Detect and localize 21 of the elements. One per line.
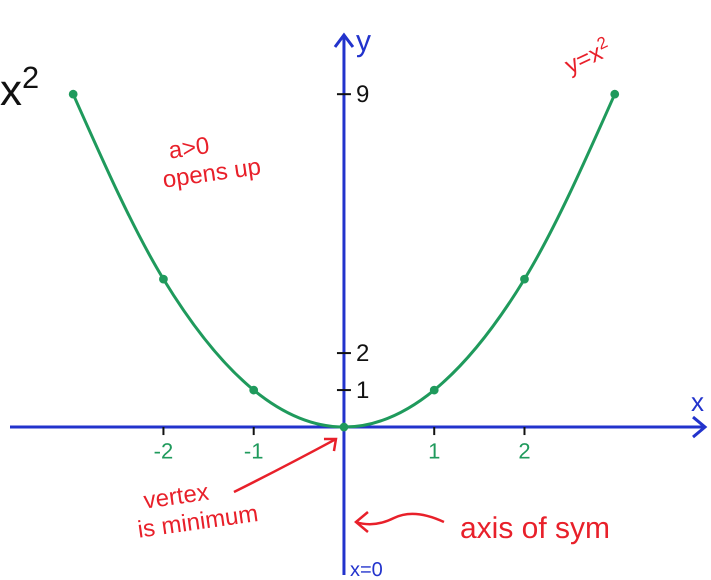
- annotation: x$^{2}$: [0, 60, 40, 115]
- point: [68, 90, 78, 99]
- x-axis-title: x: [691, 387, 704, 418]
- annotation: x=0: [350, 559, 383, 580]
- y-tick-label: 9: [356, 81, 370, 108]
- y-axis-title: y: [356, 25, 371, 58]
- point: [430, 386, 439, 394]
- x-tick-label: 1: [428, 438, 440, 464]
- x-tick-label: -1: [244, 438, 264, 464]
- point: [610, 90, 620, 99]
- y-tick-label: 2: [356, 340, 370, 368]
- annotation: axis of sym: [460, 512, 610, 545]
- point: [520, 274, 529, 284]
- x-tick-label: 2: [518, 438, 531, 464]
- point: [159, 274, 168, 284]
- x-tick-label: -2: [154, 438, 174, 464]
- point: [340, 422, 348, 432]
- point: [249, 386, 258, 394]
- annotation: a>0 opens up: [160, 132, 263, 194]
- annotation: vertex is minimum: [136, 478, 260, 544]
- y-tick-label: 1: [356, 377, 370, 404]
